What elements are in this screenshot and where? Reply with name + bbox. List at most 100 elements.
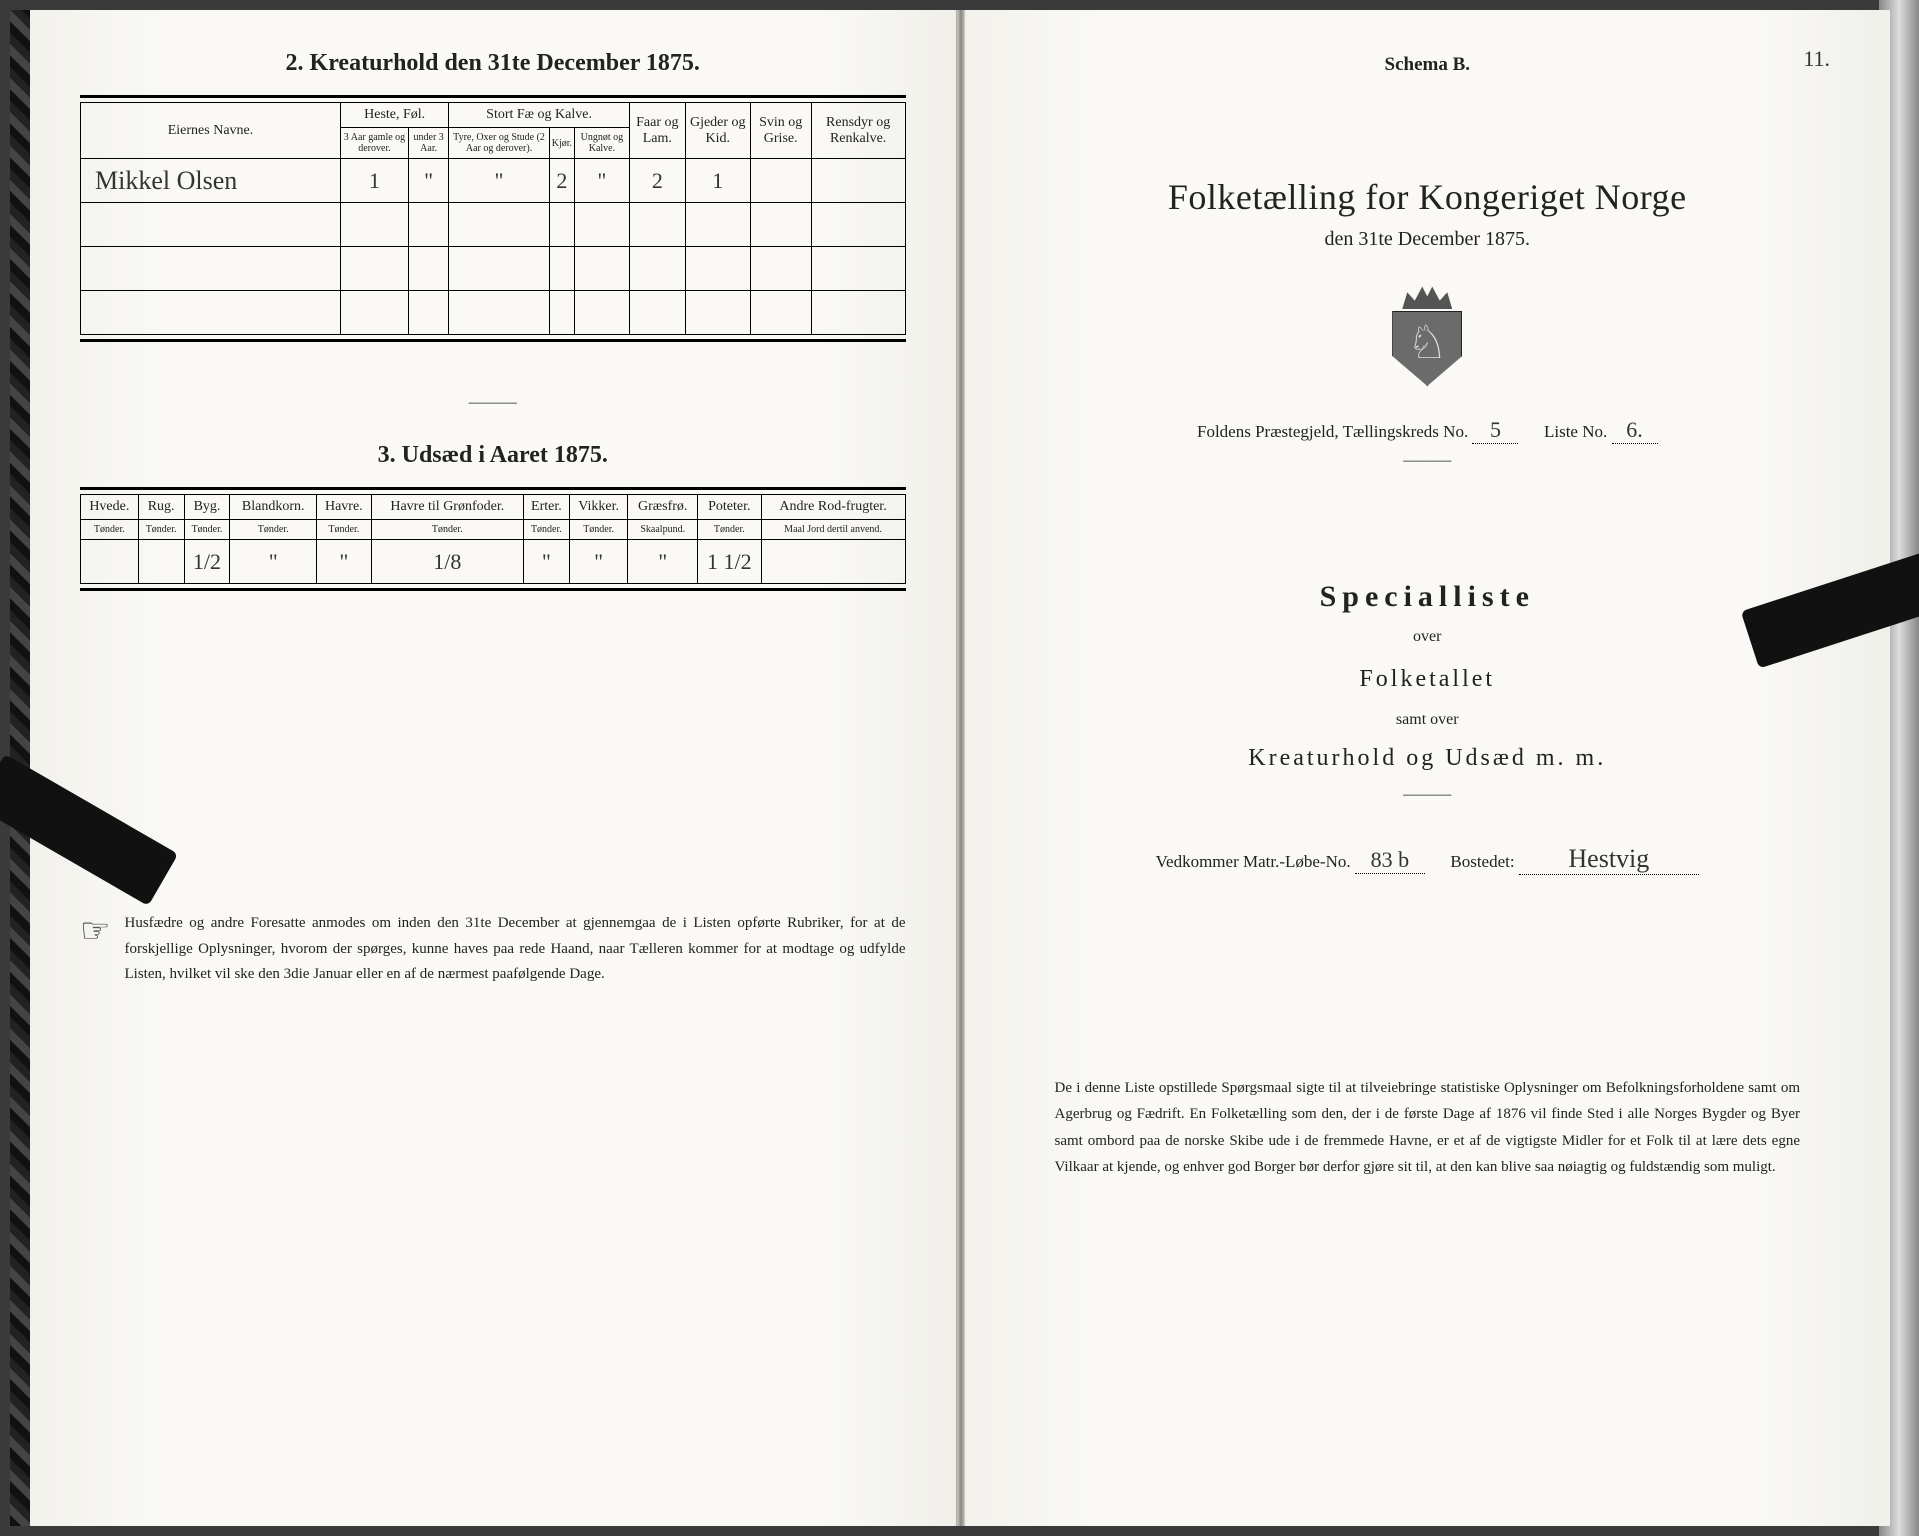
unit: Maal Jord dertil anvend. — [761, 520, 905, 540]
cell-cows: 2 — [549, 159, 574, 203]
short-rule: ——— — [1015, 452, 1841, 470]
rule — [80, 487, 906, 490]
seed-table: Hvede. Rug. Byg. Blandkorn. Havre. Havre… — [80, 494, 906, 584]
parish-line: Foldens Præstegjeld, Tællingskreds No. 5… — [1015, 417, 1841, 444]
census-date: den 31te December 1875. — [1015, 228, 1841, 251]
specialliste-heading: Specialliste — [1015, 580, 1841, 614]
cell-potato: 1 1/2 — [698, 540, 762, 584]
book-gutter — [957, 10, 965, 1526]
cell-calves: " — [575, 159, 630, 203]
census-title: Folketælling for Kongeriget Norge — [1015, 176, 1841, 218]
cell-root — [761, 540, 905, 584]
table-row: 1/2 " " 1/8 " " " 1 1/2 — [81, 540, 906, 584]
col-goats: Gjeder og Kid. — [685, 103, 750, 159]
section-2-title: 2. Kreaturhold den 31te December 1875. — [80, 50, 906, 77]
vedkommer-label: Vedkommer Matr.-Løbe-No. — [1156, 852, 1351, 871]
unit: Tønder. — [523, 520, 569, 540]
table-row-empty — [81, 203, 906, 247]
unit: Tønder. — [138, 520, 184, 540]
unit: Tønder. — [698, 520, 762, 540]
kreds-no: 5 — [1472, 417, 1518, 444]
shield-shape: ♘ — [1392, 311, 1462, 386]
unit: Tønder. — [230, 520, 317, 540]
unit: Tønder. — [569, 520, 628, 540]
page-right: 11. Schema B. Folketælling for Kongerige… — [965, 10, 1891, 1526]
unit: Tønder. — [371, 520, 523, 540]
crown-shape — [1402, 281, 1452, 309]
rule — [80, 339, 906, 342]
liste-label: Liste No. — [1544, 422, 1607, 441]
page-left: 2. Kreaturhold den 31te December 1875. E… — [30, 10, 957, 1526]
col-reindeer: Rensdyr og Renkalve. — [811, 103, 905, 159]
over-label: over — [1015, 628, 1841, 646]
cell-reindeer — [811, 159, 905, 203]
cell-pigs — [750, 159, 811, 203]
schema-label: Schema B. — [1015, 54, 1841, 76]
cell-goats: 1 — [685, 159, 750, 203]
colgroup-cattle: Stort Fæ og Kalve. — [449, 103, 629, 128]
table-row-empty — [81, 247, 906, 291]
matr-line: Vedkommer Matr.-Løbe-No. 83 b Bostedet: … — [1015, 844, 1841, 875]
cell-sheep: 2 — [629, 159, 685, 203]
cell-vetch: " — [569, 540, 628, 584]
col-potato: Poteter. — [698, 495, 762, 520]
col-mixed: Blandkorn. — [230, 495, 317, 520]
unit: Tønder. — [81, 520, 139, 540]
bosted-label: Bostedet: — [1450, 852, 1514, 871]
unit: Skaalpund. — [628, 520, 698, 540]
bosted-value: Hestvig — [1519, 844, 1699, 875]
col-barley: Byg. — [184, 495, 230, 520]
sub-3aar: 3 Aar gamle og derover. — [341, 128, 409, 159]
cell-owner-name: Mikkel Olsen — [81, 159, 341, 203]
cell-rye — [138, 540, 184, 584]
cell-horses-u3: " — [408, 159, 448, 203]
cell-horses-3: 1 — [341, 159, 409, 203]
cell-wheat — [81, 540, 139, 584]
sub-tyre: Tyre, Oxer og Stude (2 Aar og derover). — [449, 128, 549, 159]
short-rule: ——— — [1015, 786, 1841, 804]
cell-peas: " — [523, 540, 569, 584]
col-oats: Havre. — [316, 495, 371, 520]
unit: Tønder. — [316, 520, 371, 540]
page-number: 11. — [1803, 46, 1830, 72]
rule — [80, 95, 906, 98]
section-3-title: 3. Udsæd i Aaret 1875. — [80, 442, 906, 469]
book-spread: 2. Kreaturhold den 31te December 1875. E… — [30, 10, 1890, 1526]
table-row-empty — [81, 291, 906, 335]
cell-oats: " — [316, 540, 371, 584]
liste-no: 6. — [1612, 417, 1658, 444]
table-row: Mikkel Olsen 1 " " 2 " 2 1 — [81, 159, 906, 203]
cell-green: 1/8 — [371, 540, 523, 584]
sub-kjor: Kjør. — [549, 128, 574, 159]
bottom-paragraph: De i denne Liste opstillede Spørgsmaal s… — [1055, 1075, 1801, 1180]
rule — [80, 588, 906, 591]
folketallet-heading: Folketallet — [1015, 666, 1841, 693]
col-peas: Erter. — [523, 495, 569, 520]
col-owners: Eiernes Navne. — [81, 103, 341, 159]
colgroup-horses: Heste, Føl. — [341, 103, 449, 128]
matr-no: 83 b — [1355, 847, 1425, 874]
pointing-hand-icon: ☞ — [80, 911, 110, 988]
col-vetch: Vikker. — [569, 495, 628, 520]
sub-under3: under 3 Aar. — [408, 128, 448, 159]
col-sheep: Faar og Lam. — [629, 103, 685, 159]
cell-mixed: " — [230, 540, 317, 584]
col-grass: Græsfrø. — [628, 495, 698, 520]
footnote-block: ☞ Husfædre og andre Foresatte anmodes om… — [80, 911, 906, 988]
unit: Tønder. — [184, 520, 230, 540]
col-rye: Rug. — [138, 495, 184, 520]
short-rule: ——— — [80, 394, 906, 412]
kreaturhold-heading: Kreaturhold og Udsæd m. m. — [1015, 745, 1841, 772]
coat-of-arms-icon: ♘ — [1387, 281, 1467, 381]
col-wheat: Hvede. — [81, 495, 139, 520]
col-pigs: Svin og Grise. — [750, 103, 811, 159]
col-green: Havre til Grønfoder. — [371, 495, 523, 520]
col-root: Andre Rod-frugter. — [761, 495, 905, 520]
livestock-table: Eiernes Navne. Heste, Føl. Stort Fæ og K… — [80, 102, 906, 335]
cell-bulls: " — [449, 159, 549, 203]
cell-grass: " — [628, 540, 698, 584]
cell-barley: 1/2 — [184, 540, 230, 584]
samt-label: samt over — [1015, 711, 1841, 729]
footnote-text: Husfædre og andre Foresatte anmodes om i… — [124, 911, 905, 988]
parish-label: Foldens Præstegjeld, Tællingskreds No. — [1197, 422, 1468, 441]
